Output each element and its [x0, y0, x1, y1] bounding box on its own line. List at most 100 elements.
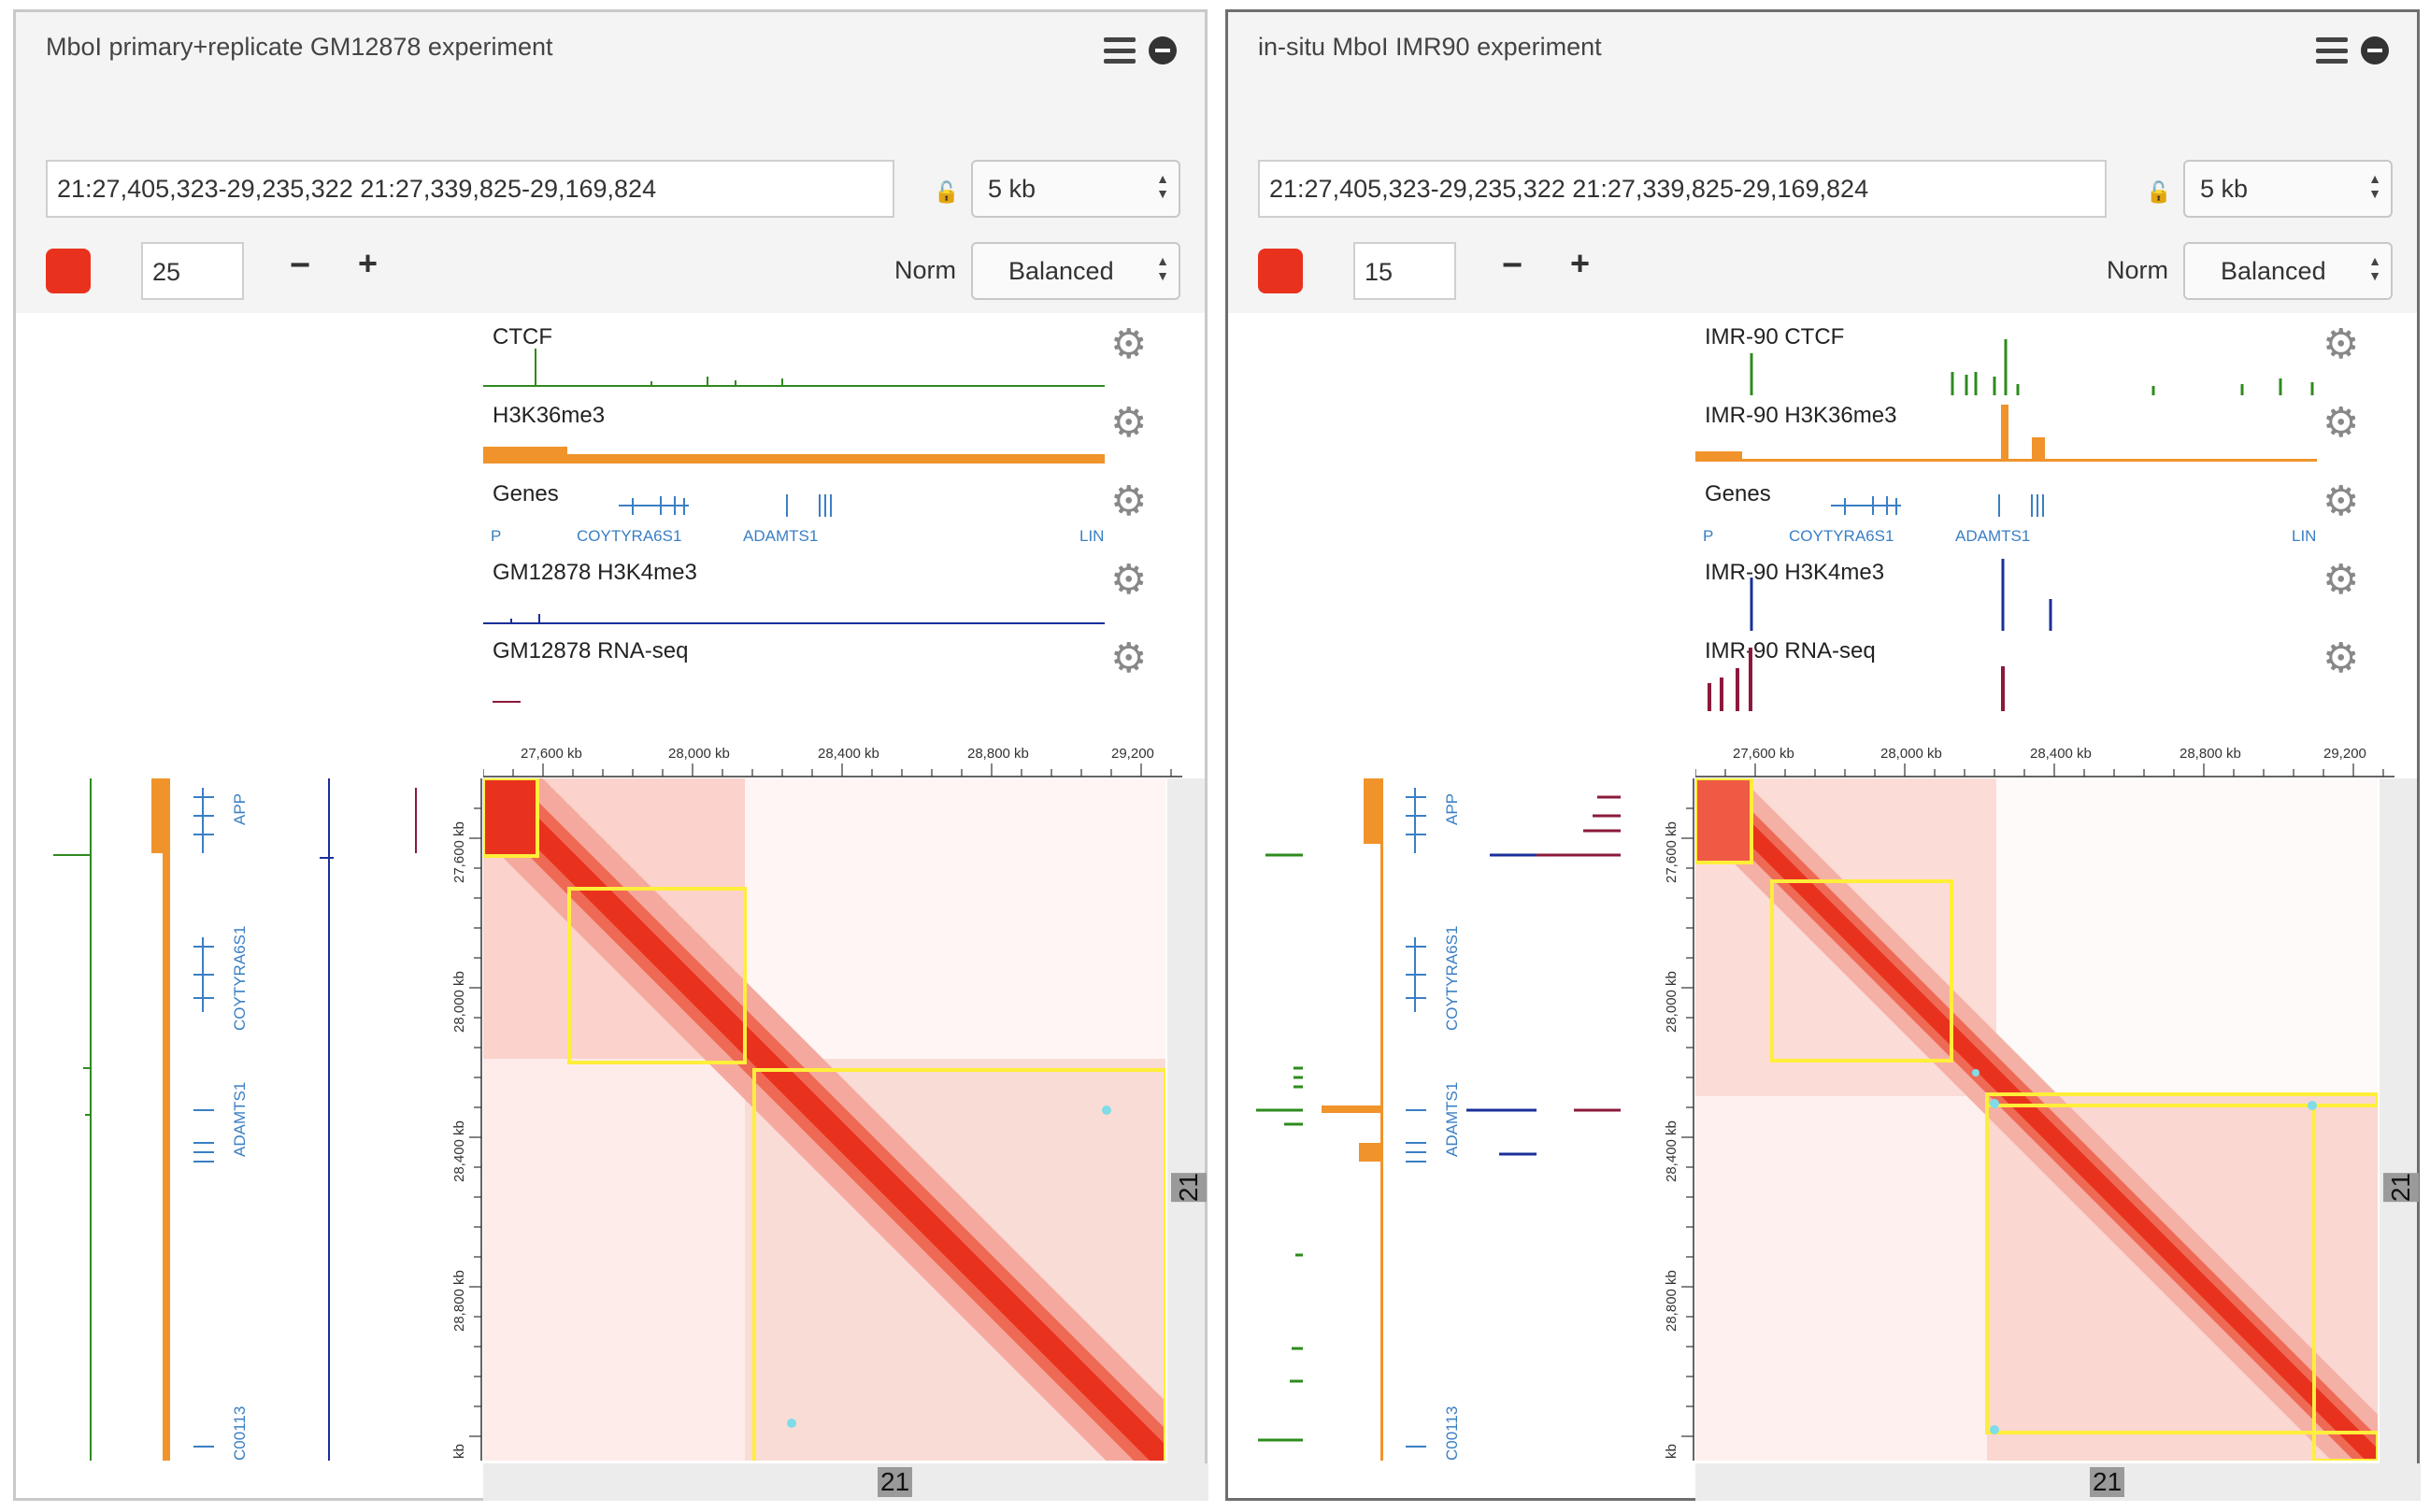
side-rnaseq-track [1537, 795, 1621, 1112]
locus-input[interactable]: 21:27,405,323-29,235,322 21:27,339,825-2… [1258, 160, 2107, 218]
select-arrows-icon: ▲ ▼ [2368, 171, 2381, 201]
track-label-ctcf: IMR-90 CTCF [1705, 324, 1845, 349]
x-tick-label: 28,400 kb [2030, 746, 2092, 762]
normalization-value: Balanced [2221, 257, 2326, 285]
loop-marker [1990, 1425, 1999, 1434]
track-label-rnaseq: GM12878 RNA-seq [493, 638, 689, 663]
hamburger-menu-icon[interactable] [2316, 37, 2348, 64]
h3k4me3-track [483, 614, 1105, 624]
normalization-select[interactable]: Balanced ▲ ▼ [2183, 242, 2393, 300]
x-tick-label: 27,600 kb [521, 746, 582, 762]
ctcf-track [483, 349, 1105, 387]
loop-marker [1990, 1099, 1999, 1108]
side-gene-label-a: COYTYRA6S1 [1443, 926, 1461, 1031]
chromosome-axis-right: 21 [1167, 778, 1207, 1463]
domain-boxes [483, 778, 1165, 1461]
normalization-select[interactable]: Balanced ▲ ▼ [971, 242, 1180, 300]
side-gene-label-a: COYTYRA6S1 [231, 926, 249, 1031]
rnaseq-track [1708, 648, 2005, 711]
color-swatch[interactable] [1258, 249, 1303, 293]
color-scale-input[interactable]: 15 [1353, 242, 1456, 300]
decrease-button[interactable]: − [290, 246, 311, 285]
chromosome-axis-right: 21 [2380, 778, 2419, 1463]
track-label-genes: Genes [493, 481, 559, 506]
gene-label-left: P [1703, 527, 1713, 545]
side-h3k4me3-track [320, 778, 334, 1461]
select-arrows-icon: ▲ ▼ [1156, 171, 1169, 201]
contact-map-heatmap[interactable] [1695, 778, 2378, 1461]
panel-title: in-situ MboI IMR90 experiment [1258, 33, 1602, 61]
gear-icon[interactable]: ⚙ [2323, 321, 2360, 367]
domain-boxes [1695, 778, 2378, 1461]
norm-label: Norm [2107, 256, 2168, 284]
gear-icon[interactable]: ⚙ [1110, 635, 1148, 681]
side-gene-label-b: ADAMTS1 [1443, 1082, 1461, 1157]
panel-imr90: in-situ MboI IMR90 experiment 21:27,405,… [1225, 9, 2421, 1501]
track-label-h3k4me3: IMR-90 H3K4me3 [1705, 560, 1885, 585]
y-tick-label: kb [1664, 1444, 1680, 1459]
gene-label-left: P [491, 527, 501, 545]
x-tick-label: 27,600 kb [1733, 746, 1794, 762]
top-ruler: 27,600 kb 28,000 kb 28,400 kb 28,800 kb … [1695, 746, 2394, 777]
resolution-select[interactable]: 5 kb ▲ ▼ [971, 160, 1180, 218]
locus-input[interactable]: 21:27,405,323-29,235,322 21:27,339,825-2… [46, 160, 894, 218]
resolution-value: 5 kb [988, 175, 1036, 203]
increase-button[interactable]: + [1570, 244, 1591, 282]
h3k4me3-track [1750, 559, 2052, 631]
gear-icon[interactable]: ⚙ [2323, 400, 2360, 446]
select-arrows-icon: ▲ ▼ [2368, 253, 2381, 283]
x-tick-label: 28,400 kb [818, 746, 879, 762]
side-h3k4me3-track [1466, 853, 1537, 1156]
gear-icon[interactable]: ⚙ [1110, 321, 1148, 367]
chromosome-axis-bottom: 21 [1695, 1463, 2421, 1501]
side-gene-label-app: APP [1443, 793, 1461, 825]
side-ctcf-track [53, 778, 92, 1461]
left-ruler: 27,600 kb 28,000 kb 28,400 kb 28,800 kb … [451, 778, 482, 1461]
gear-icon[interactable]: ⚙ [1110, 478, 1148, 524]
increase-button[interactable]: + [358, 244, 379, 282]
tracks-svg: P COYTYRA6S1 ADAMTS1 LIN [53, 349, 1105, 1461]
select-arrows-icon: ▲ ▼ [1156, 253, 1169, 283]
color-swatch[interactable] [46, 249, 91, 293]
normalization-value: Balanced [1008, 257, 1114, 285]
gene-label-right: LIN [1079, 527, 1104, 545]
gear-icon[interactable]: ⚙ [2323, 635, 2360, 681]
y-tick-label: 27,600 kb [1664, 821, 1680, 883]
resolution-select[interactable]: 5 kb ▲ ▼ [2183, 160, 2393, 218]
track-label-genes: Genes [1705, 481, 1771, 506]
chromosome-label: 21 [2090, 1467, 2125, 1497]
x-tick-label: 28,800 kb [2180, 746, 2241, 762]
gene-label-b: ADAMTS1 [743, 527, 818, 545]
tracks-svg: P COYTYRA6S1 ADAMTS1 LIN [1256, 339, 2317, 1461]
side-ctcf-track [1256, 853, 1303, 1442]
loop-marker [787, 1419, 796, 1428]
chromosome-label: 21 [878, 1467, 913, 1497]
lock-icon[interactable]: 🔓 [934, 180, 960, 204]
y-tick-label: 28,400 kb [1664, 1120, 1680, 1182]
gear-icon[interactable]: ⚙ [1110, 557, 1148, 603]
minus-circle-icon[interactable] [1149, 36, 1177, 64]
minus-circle-icon[interactable] [2361, 36, 2389, 64]
y-tick-label: 28,000 kb [1664, 971, 1680, 1033]
h3k36me3-track [483, 447, 1105, 464]
chromosome-label: 21 [1171, 1173, 1207, 1203]
gene-label-a: COYTYRA6S1 [1789, 527, 1894, 545]
genes-track [619, 494, 832, 517]
side-h3k36me3-track [151, 778, 170, 1461]
track-label-h3k4me3: GM12878 H3K4me3 [493, 560, 697, 585]
lock-icon[interactable]: 🔓 [2146, 180, 2172, 204]
decrease-button[interactable]: − [1502, 246, 1523, 285]
color-scale-input[interactable]: 25 [141, 242, 244, 300]
hamburger-menu-icon[interactable] [1104, 37, 1136, 64]
chromosome-label: 21 [2383, 1173, 2419, 1203]
contact-map-heatmap[interactable] [483, 778, 1165, 1461]
y-tick-label: 27,600 kb [451, 821, 467, 883]
gear-icon[interactable]: ⚙ [1110, 400, 1148, 446]
x-tick-label: 29,200 [2323, 746, 2366, 762]
loop-marker [1102, 1105, 1111, 1115]
gene-label-right: LIN [2292, 527, 2316, 545]
side-genes-track [1406, 788, 1426, 1448]
top-ruler: 27,600 kb 28,000 kb 28,400 kb 28,800 kb … [483, 746, 1182, 777]
gear-icon[interactable]: ⚙ [2323, 557, 2360, 603]
gear-icon[interactable]: ⚙ [2323, 478, 2360, 524]
